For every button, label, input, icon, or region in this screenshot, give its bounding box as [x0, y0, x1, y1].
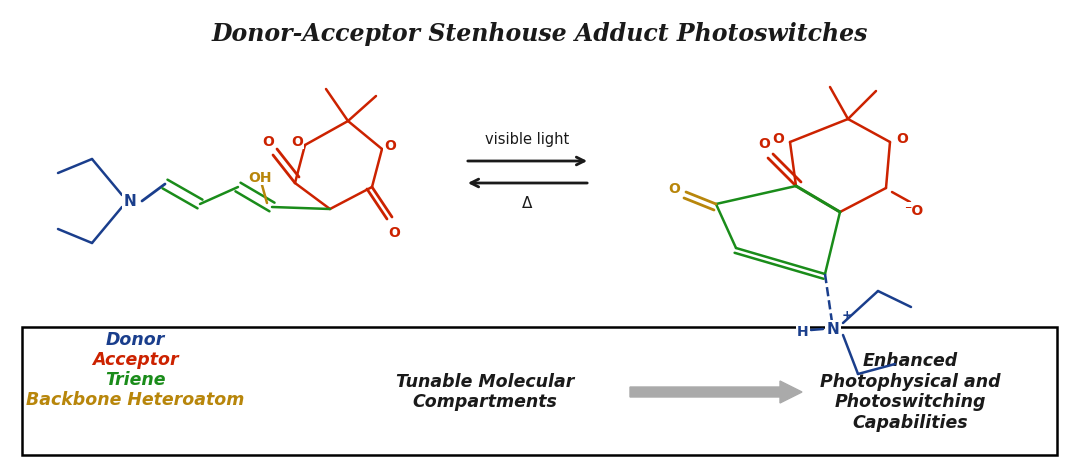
Text: N: N: [123, 194, 136, 209]
Text: Donor: Donor: [106, 330, 164, 348]
Text: O: O: [896, 132, 908, 146]
Text: Backbone Heteroatom: Backbone Heteroatom: [26, 390, 244, 408]
Text: ⁻O: ⁻O: [904, 203, 923, 218]
Text: O: O: [292, 134, 302, 149]
Text: visible light: visible light: [485, 132, 569, 147]
Text: Triene: Triene: [105, 370, 165, 388]
Text: Donor-Acceptor Stenhouse Adduct Photoswitches: Donor-Acceptor Stenhouse Adduct Photoswi…: [212, 22, 868, 46]
Text: +: +: [841, 309, 852, 322]
Text: O: O: [384, 139, 396, 153]
Text: Acceptor: Acceptor: [92, 350, 178, 368]
Text: O: O: [669, 182, 680, 196]
FancyArrow shape: [630, 381, 802, 403]
Text: H: H: [797, 325, 809, 338]
Text: N: N: [826, 322, 839, 337]
Text: O: O: [772, 132, 784, 146]
Text: O: O: [388, 225, 400, 240]
Text: O: O: [262, 134, 274, 149]
Text: Δ: Δ: [523, 196, 532, 211]
Text: O: O: [758, 137, 770, 151]
Text: Tunable Molecular
Compartments: Tunable Molecular Compartments: [395, 372, 575, 410]
Text: OH: OH: [248, 171, 272, 185]
Text: Enhanced
Photophysical and
Photoswitching
Capabilities: Enhanced Photophysical and Photoswitchin…: [820, 351, 1000, 431]
Bar: [22, 327, 1057, 455]
